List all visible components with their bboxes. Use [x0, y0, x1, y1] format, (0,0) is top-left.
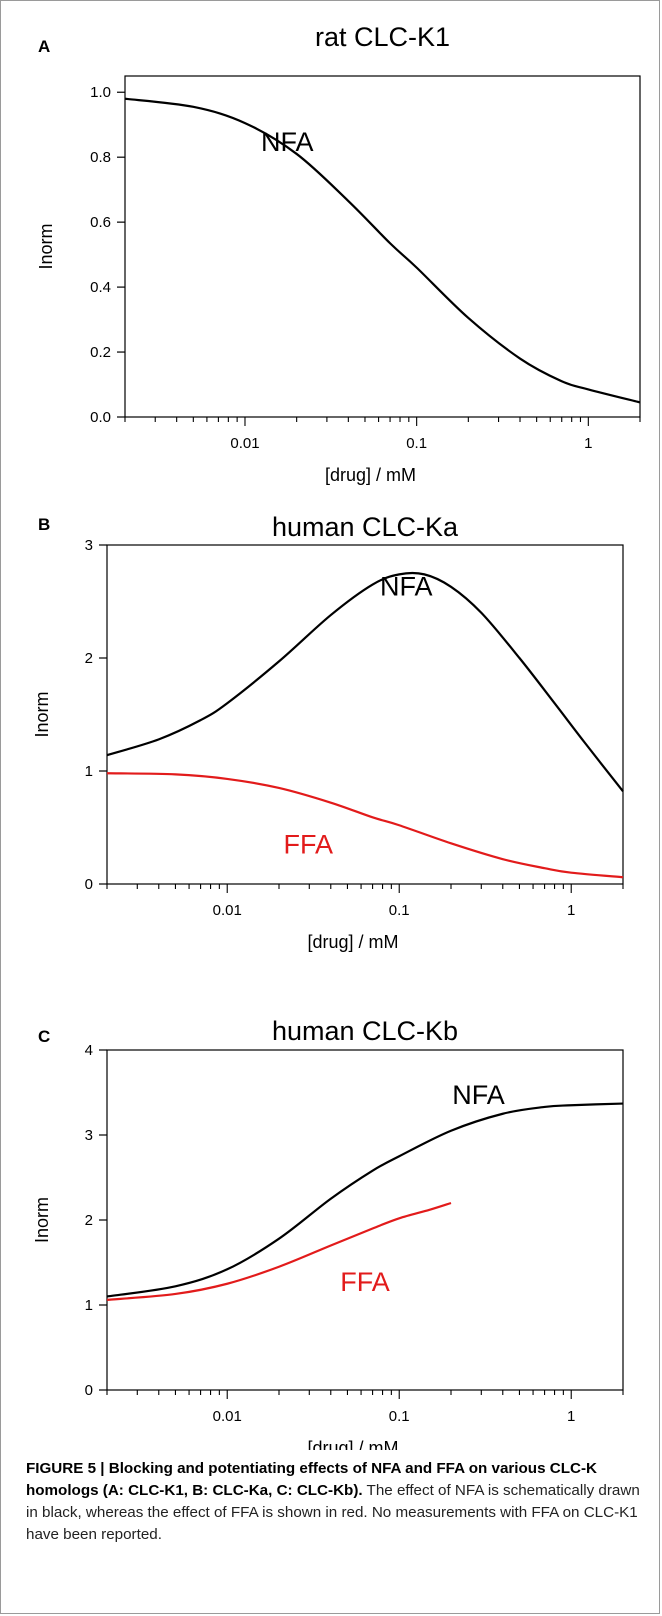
series-label-nfa: NFA [380, 572, 433, 602]
x-tick-label: 0.01 [213, 902, 242, 919]
x-tick-label: 0.1 [389, 902, 410, 919]
y-tick-label: 0.6 [90, 214, 111, 231]
series-line-ffa [106, 772, 624, 879]
y-tick-label: 1.0 [90, 84, 111, 101]
y-tick-label: 0 [85, 1382, 93, 1399]
y-axis-label: Inorm [32, 1197, 52, 1243]
y-tick-label: 4 [85, 1042, 93, 1059]
series-line-nfa [106, 1102, 624, 1298]
figure-caption: FIGURE 5 | Blocking and potentiating eff… [26, 1458, 640, 1546]
caption-bold: FIGURE 5 | Blocking and potentiating eff… [26, 1460, 597, 1499]
y-tick-label: 2 [85, 1212, 93, 1229]
y-tick-label: 0.4 [90, 279, 111, 296]
x-axis-label: [drug] / mM [307, 1438, 398, 1450]
series-line-nfa [106, 571, 624, 793]
y-tick-label: 0.2 [90, 344, 111, 361]
y-tick-label: 0.8 [90, 149, 111, 166]
series-label-nfa: NFA [261, 127, 314, 157]
y-axis-label: Inorm [32, 691, 52, 737]
x-tick-label: 0.1 [389, 1408, 410, 1425]
x-tick-label: 1 [567, 1408, 575, 1425]
x-tick-label: 0.01 [230, 435, 259, 452]
x-tick-label: 1 [584, 435, 592, 452]
series-label-ffa: FFA [283, 829, 333, 859]
y-tick-label: 0.0 [90, 409, 111, 426]
x-axis-label: [drug] / mM [325, 465, 416, 485]
y-tick-label: 0 [85, 876, 93, 893]
plot-frame [124, 75, 641, 418]
panel-label: B [38, 515, 50, 534]
y-tick-label: 2 [85, 650, 93, 667]
plot-frame [106, 1049, 624, 1391]
plot-frame [106, 544, 624, 885]
y-tick-label: 1 [85, 1297, 93, 1314]
panel-label: A [38, 37, 50, 56]
panel-label: C [38, 1027, 50, 1046]
chart-title: human CLC-Kb [272, 1016, 458, 1046]
series-label-nfa: NFA [452, 1080, 505, 1110]
x-tick-label: 0.01 [213, 1408, 242, 1425]
y-tick-label: 1 [85, 763, 93, 780]
y-tick-label: 3 [85, 537, 93, 554]
y-tick-label: 3 [85, 1127, 93, 1144]
x-tick-label: 0.1 [406, 435, 427, 452]
series-line-nfa [124, 97, 641, 404]
series-label-ffa: FFA [340, 1267, 390, 1297]
caption-text: The effect of NFA is schematically drawn… [26, 1482, 640, 1543]
y-axis-label: Inorm [36, 223, 56, 269]
x-axis-label: [drug] / mM [307, 932, 398, 952]
chart-title: human CLC-Ka [272, 512, 459, 542]
x-tick-label: 1 [567, 902, 575, 919]
chart-title: rat CLC-K1 [315, 22, 450, 52]
series-line-ffa [106, 1201, 452, 1301]
